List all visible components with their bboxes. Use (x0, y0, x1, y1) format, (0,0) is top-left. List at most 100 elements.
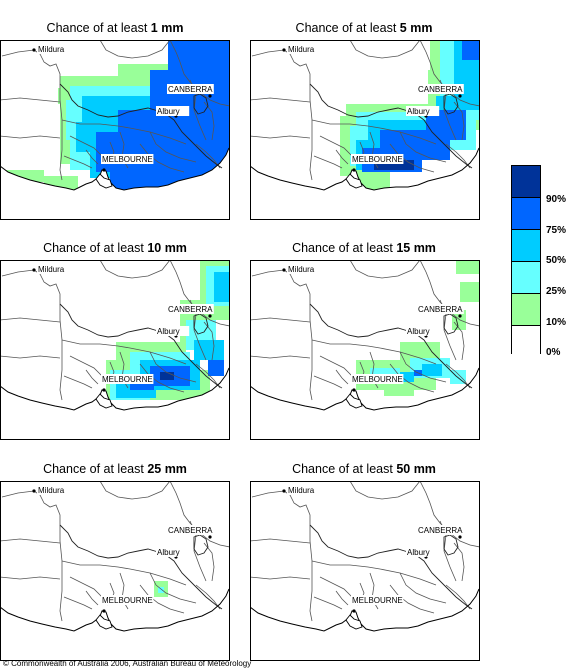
act-border (443, 534, 459, 556)
place-label-albury: Albury (407, 548, 430, 557)
place-label-albury: Albury (407, 327, 430, 336)
legend-label-90: 90% (546, 194, 567, 205)
panel-title-1mm: Chance of at least 1 mm (46, 21, 184, 35)
town-dot-canberra (458, 94, 462, 98)
act-border (193, 93, 209, 115)
town-dot-mildura (32, 48, 36, 52)
coastline (1, 147, 229, 191)
probability-cell (208, 360, 224, 376)
town-dot-mildura (282, 268, 286, 272)
port-phillip-bay (95, 393, 113, 409)
place-label-melbourne: MELBOURNE (102, 155, 153, 164)
place-label-albury: Albury (407, 107, 430, 116)
port-phillip-bay (95, 173, 113, 189)
legend-label-75: 75% (546, 225, 567, 236)
probability-cell (456, 261, 479, 274)
panel-title-5mm: Chance of at least 5 mm (295, 21, 433, 35)
map-svg-5mm: Mildura CANBERRA Albury MELBOURNE (251, 41, 479, 204)
copyright-notice: © Commonwealth of Australia 2006, Austra… (3, 659, 252, 668)
map-15mm: Mildura CANBERRA Albury MELBOURNE (250, 260, 480, 440)
map-svg-50mm: Mildura CANBERRA Albury MELBOURNE (251, 482, 479, 632)
district-boundaries (1, 482, 229, 622)
probability-grid-1mm (4, 41, 229, 190)
state-border (59, 524, 223, 610)
probability-cell (384, 386, 414, 396)
act-border (193, 534, 209, 556)
map-1mm: Mildura CANBERRA Albury MELBOURNE (0, 40, 230, 220)
place-label-canberra: CANBERRA (418, 305, 463, 314)
port-phillip-bay (345, 614, 363, 630)
town-dot-melbourne (102, 609, 106, 613)
probability-cell (160, 372, 174, 380)
town-dot-canberra (458, 535, 462, 539)
map-svg-25mm: Mildura CANBERRA Albury MELBOURNE (1, 482, 229, 632)
state-border (59, 303, 223, 389)
coastline (1, 367, 229, 411)
act-border (193, 313, 209, 335)
state-border (59, 83, 223, 169)
legend-label-0: 0% (546, 347, 561, 358)
place-label-albury: Albury (157, 107, 180, 116)
place-label-albury: Albury (157, 548, 180, 557)
probability-cell (400, 342, 440, 362)
place-label-mildura: Mildura (38, 45, 65, 54)
probability-cell (422, 364, 442, 376)
state-border (309, 83, 473, 169)
panel-title-15mm: Chance of at least 15 mm (292, 241, 436, 255)
town-dot-melbourne (352, 388, 356, 392)
map-svg-10mm: Mildura CANBERRA Albury MELBOURNE (1, 261, 229, 411)
probability-cell (460, 282, 479, 302)
panel-title-25mm: Chance of at least 25 mm (43, 462, 187, 476)
probability-cell (214, 272, 229, 302)
map-50mm: Mildura CANBERRA Albury MELBOURNE (250, 481, 480, 661)
coastline (251, 367, 479, 411)
legend-swatch-0 (512, 326, 540, 357)
place-label-canberra: CANBERRA (418, 85, 463, 94)
legend-swatch-10 (512, 294, 540, 326)
town-dot-melbourne (352, 609, 356, 613)
probability-cell (400, 372, 414, 382)
legend-swatch-25 (512, 262, 540, 294)
town-dot-canberra (208, 94, 212, 98)
place-label-mildura: Mildura (288, 265, 315, 274)
state-border (309, 524, 473, 610)
probability-cell (376, 190, 390, 204)
place-label-mildura: Mildura (38, 486, 65, 495)
legend-label-10: 10% (546, 317, 567, 328)
probability-cell (374, 160, 414, 170)
town-dot-mildura (282, 489, 286, 493)
town-dot-melbourne (102, 168, 106, 172)
map-10mm: Mildura CANBERRA Albury MELBOURNE (0, 260, 230, 440)
probability-cell (4, 170, 44, 182)
probability-cell (110, 160, 180, 190)
place-label-mildura: Mildura (288, 486, 315, 495)
map-svg-15mm: Mildura CANBERRA Albury MELBOURNE (251, 261, 479, 411)
legend-label-50: 50% (546, 255, 567, 266)
probability-cell (462, 41, 479, 60)
place-label-melbourne: MELBOURNE (102, 375, 153, 384)
place-label-canberra: CANBERRA (418, 526, 463, 535)
coastline (251, 588, 479, 632)
map-25mm: Mildura CANBERRA Albury MELBOURNE (0, 481, 230, 661)
state-border (309, 303, 473, 389)
place-label-canberra: CANBERRA (168, 526, 213, 535)
town-dot-melbourne (352, 168, 356, 172)
probability-cell (194, 340, 224, 360)
panel-title-10mm: Chance of at least 10 mm (43, 241, 187, 255)
probability-cell (158, 587, 164, 593)
probability-cell (452, 310, 466, 330)
legend-swatch-75 (512, 198, 540, 230)
port-phillip-bay (95, 614, 113, 630)
place-label-albury: Albury (157, 327, 180, 336)
act-border (443, 313, 459, 335)
map-svg-1mm: Mildura CANBERRA Albury MELBOURNE (1, 41, 229, 191)
place-label-melbourne: MELBOURNE (102, 596, 153, 605)
place-label-melbourne: MELBOURNE (352, 596, 403, 605)
place-label-melbourne: MELBOURNE (352, 375, 403, 384)
district-boundaries (251, 41, 479, 181)
legend-label-25: 25% (546, 286, 567, 297)
coastline (251, 147, 479, 191)
legend-color-scale (511, 165, 541, 357)
legend-swatch-50 (512, 230, 540, 262)
town-dot-mildura (282, 48, 286, 52)
